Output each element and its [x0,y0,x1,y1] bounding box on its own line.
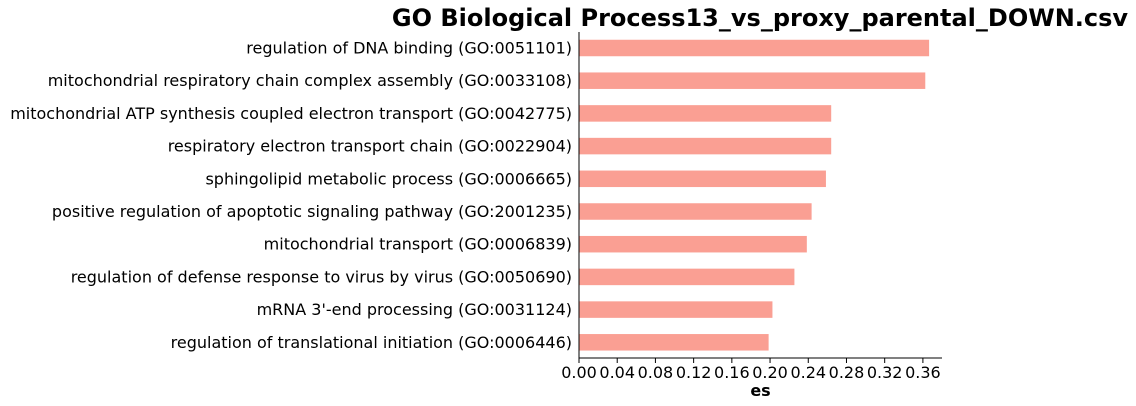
category-label: regulation of translational initiation (… [171,333,572,352]
x-tick-label: 0.04 [599,363,635,382]
x-tick-label: 0.20 [752,363,788,382]
category-label: positive regulation of apoptotic signali… [52,202,572,221]
bars-group [579,39,930,351]
bar [579,301,773,318]
x-tick-label: 0.28 [829,363,865,382]
x-tick-label: 0.00 [561,363,597,382]
x-axis-title: es [750,381,770,400]
x-tick-label: 0.36 [905,363,941,382]
bar [579,235,807,253]
bar [579,334,769,351]
x-tick-label: 0.08 [638,363,674,382]
bar [579,72,926,89]
category-label: regulation of DNA binding (GO:0051101) [246,39,572,58]
category-label: respiratory electron transport chain (GO… [168,137,572,156]
x-tick-label: 0.12 [676,363,712,382]
chart-title: GO Biological Process13_vs_proxy_parenta… [392,4,1129,32]
bar [579,203,812,220]
bar [579,137,832,155]
x-tick-label: 0.32 [867,363,903,382]
bar [579,170,826,188]
bar [579,105,832,122]
category-labels: regulation of DNA binding (GO:0051101) mi… [10,39,572,352]
bar [579,268,795,286]
category-label: sphingolipid metabolic process (GO:00066… [205,169,572,188]
x-tick-label: 0.16 [714,363,750,382]
category-label: mitochondrial ATP synthesis coupled elec… [10,104,572,123]
x-tick-label: 0.24 [790,363,826,382]
category-label: regulation of defense response to virus … [71,267,572,286]
x-ticks: 0.00 0.04 0.08 0.12 0.16 0.20 0.24 0.28 0.32 0.36 [561,358,941,382]
category-label: mitochondrial transport (GO:0006839) [264,235,572,254]
category-label: mRNA 3'-end processing (GO:0031124) [257,300,572,319]
category-label: mitochondrial respiratory chain complex … [48,71,572,90]
bar [579,39,930,57]
